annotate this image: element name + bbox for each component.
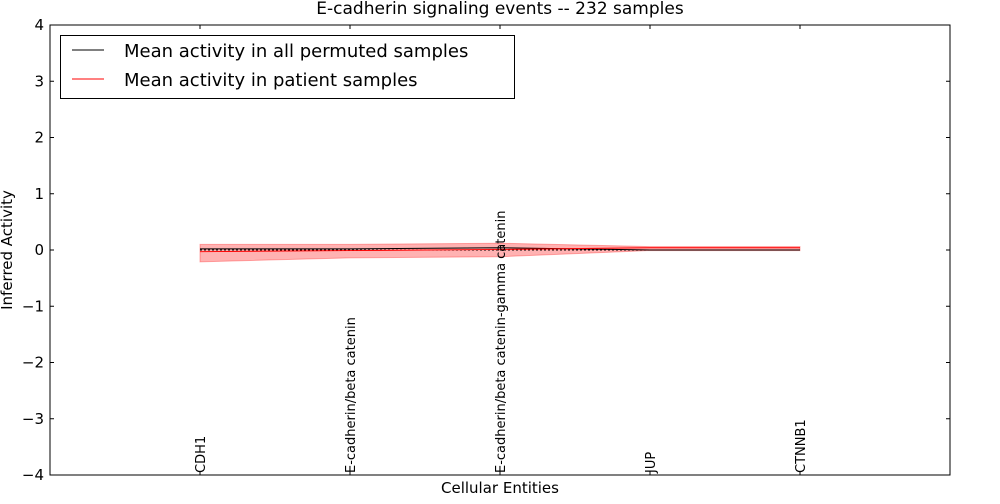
x-tick-label: CTNNB1 [794, 419, 809, 473]
x-tick-label: JUP [644, 452, 659, 474]
y-tick-label: −3 [22, 410, 44, 428]
y-tick-label: 3 [34, 72, 44, 90]
y-tick-label: 2 [34, 129, 44, 147]
legend: Mean activity in all permuted samples Me… [60, 35, 515, 99]
y-axis-label: Inferred Activity [0, 190, 16, 310]
x-axis-label: Cellular Entities [441, 479, 559, 497]
legend-label-patient: Mean activity in patient samples [124, 70, 418, 91]
legend-label-permuted: Mean activity in all permuted samples [124, 41, 468, 62]
series-line-patient [199, 247, 800, 253]
x-tick-label: CDH1 [194, 436, 209, 473]
y-tick-label: −2 [22, 354, 44, 372]
y-tick-label: −1 [22, 297, 44, 315]
plot-frame [49, 24, 951, 476]
legend-box [60, 35, 515, 99]
series-line-permuted [200, 247, 800, 251]
y-tick-label: 0 [34, 241, 44, 259]
y-tick-label: 1 [34, 185, 44, 203]
y-tick-label: −4 [22, 466, 44, 484]
x-tick-label: E-cadherin/beta catenin [344, 317, 359, 473]
chart-title: E-cadherin signaling events -- 232 sampl… [316, 0, 684, 19]
x-tick-label: E-cadherin/beta catenin-gamma catenin [494, 211, 509, 473]
y-tick-label: 4 [34, 16, 44, 34]
